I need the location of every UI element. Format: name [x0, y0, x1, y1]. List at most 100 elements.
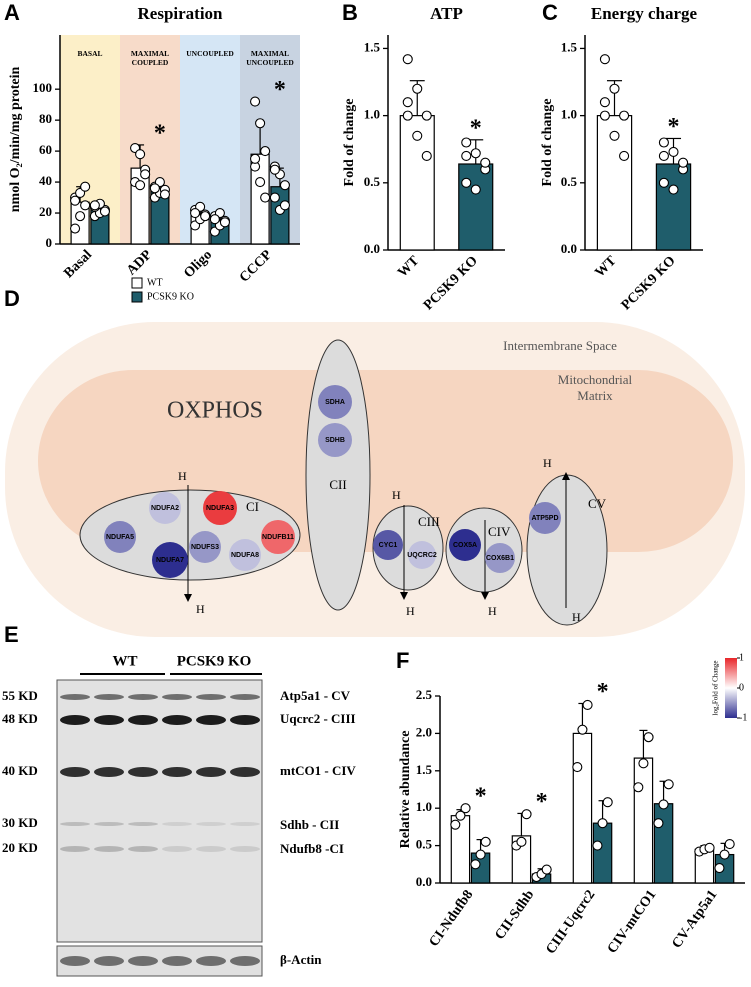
color-tick-label: -1: [739, 712, 747, 723]
data-point: [450, 819, 461, 830]
data-point: [255, 118, 266, 129]
data-point: [704, 842, 715, 853]
y-axis-label: Relative abundance: [398, 731, 413, 849]
data-point: [470, 859, 481, 870]
y-tick-label: 0.0: [561, 241, 577, 256]
diagram-title: OXPHOS: [167, 398, 263, 424]
data-point: [421, 110, 432, 121]
bar: [633, 757, 654, 884]
data-point: [470, 184, 481, 195]
data-point: [516, 836, 527, 847]
data-point: [402, 97, 413, 108]
data-point: [269, 164, 280, 175]
data-point: [260, 146, 271, 157]
blot-band: [94, 846, 124, 852]
protein-label: NDUFA2: [151, 505, 179, 512]
data-point: [461, 150, 472, 161]
x-tick-label: Oligo: [181, 247, 215, 281]
data-point: [724, 839, 735, 850]
y-tick-label: 20: [39, 204, 52, 219]
data-point: [219, 217, 230, 228]
data-point: [140, 169, 151, 180]
marker-label: 40 KD: [2, 763, 38, 778]
x-tick-label: PCSK9 KO: [421, 253, 481, 313]
protein-node: [104, 521, 136, 553]
y-tick-label: 0: [46, 235, 53, 250]
legend-swatch: [131, 291, 143, 303]
protein-label: SDHA: [325, 399, 345, 406]
blot-band: [230, 822, 260, 826]
band-label: Sdhb - CII: [280, 817, 339, 832]
data-point: [609, 83, 620, 94]
protein-label: NDUFA3: [206, 505, 234, 512]
region-label-box: MAXIMAL COUPLED: [131, 49, 169, 67]
data-point: [460, 803, 471, 814]
protein-label: NDUFB11: [262, 534, 294, 541]
data-point: [633, 782, 644, 793]
protein-node: [408, 541, 436, 569]
region: [180, 35, 240, 244]
complex-label: CV: [588, 496, 607, 511]
arrow-head: [562, 472, 570, 480]
panel-label: D: [4, 286, 20, 311]
data-point: [412, 130, 423, 141]
blot-band: [162, 956, 192, 966]
x-tick-label: WT: [592, 253, 620, 281]
annotation: *: [470, 115, 482, 141]
blot-band: [60, 715, 90, 725]
complex-shape: [305, 339, 371, 611]
blot-band: [230, 956, 260, 966]
data-point: [461, 137, 472, 148]
protein-node: [318, 385, 352, 419]
data-point: [599, 110, 610, 121]
protein-label: UQCRC2: [407, 552, 437, 559]
protein-label: SDHB: [325, 437, 345, 444]
proton-label: H: [392, 488, 401, 502]
data-point: [599, 97, 610, 108]
blot-membrane: [56, 945, 263, 977]
data-point: [678, 157, 689, 168]
data-point: [663, 779, 674, 790]
blot-band: [196, 694, 226, 700]
panel-label: B: [342, 0, 358, 25]
data-point: [658, 150, 669, 161]
blot-band: [128, 822, 158, 826]
legend-label: PCSK9 KO: [147, 291, 194, 302]
data-point: [209, 214, 220, 225]
blot-band: [196, 715, 226, 725]
data-point: [714, 862, 725, 874]
annotation: *: [668, 114, 680, 140]
data-point: [80, 181, 91, 192]
x-tick-label: ADP: [124, 247, 155, 278]
complex-label: CI: [246, 499, 259, 514]
blot-band: [230, 767, 260, 777]
space-label: Intermembrane Space: [503, 338, 617, 353]
data-point: [455, 810, 466, 821]
region: [60, 35, 120, 244]
data-point: [572, 762, 583, 773]
band-label: Atp5a1 - CV: [280, 688, 351, 703]
y-axis-label: Fold of change: [540, 99, 555, 187]
y-tick-label: 1.5: [416, 762, 433, 777]
data-point: [279, 180, 290, 191]
data-point: [668, 184, 679, 195]
blot-band: [230, 715, 260, 725]
marker-label: 55 KD: [2, 688, 38, 703]
blot-band: [94, 715, 124, 725]
blot-band: [162, 767, 192, 777]
panel-label: C: [542, 0, 558, 25]
panel-label: A: [4, 0, 20, 25]
data-point: [658, 177, 669, 188]
blot-band: [60, 767, 90, 777]
y-tick-label: 60: [39, 142, 52, 157]
region-label-box: UNCOUPLED: [186, 49, 234, 58]
data-point: [135, 149, 146, 160]
data-point: [260, 192, 271, 203]
group-label: PCSK9 KO: [177, 653, 252, 669]
blot-band: [162, 715, 192, 725]
oxphos-diagram: Intermembrane Space OXPHOS H H H H H H H…: [5, 322, 747, 723]
bar: [653, 803, 674, 884]
matrix-label: Mitochondrial Matrix: [557, 372, 633, 403]
x-tick-label: CIV-mtCO1: [605, 888, 660, 957]
